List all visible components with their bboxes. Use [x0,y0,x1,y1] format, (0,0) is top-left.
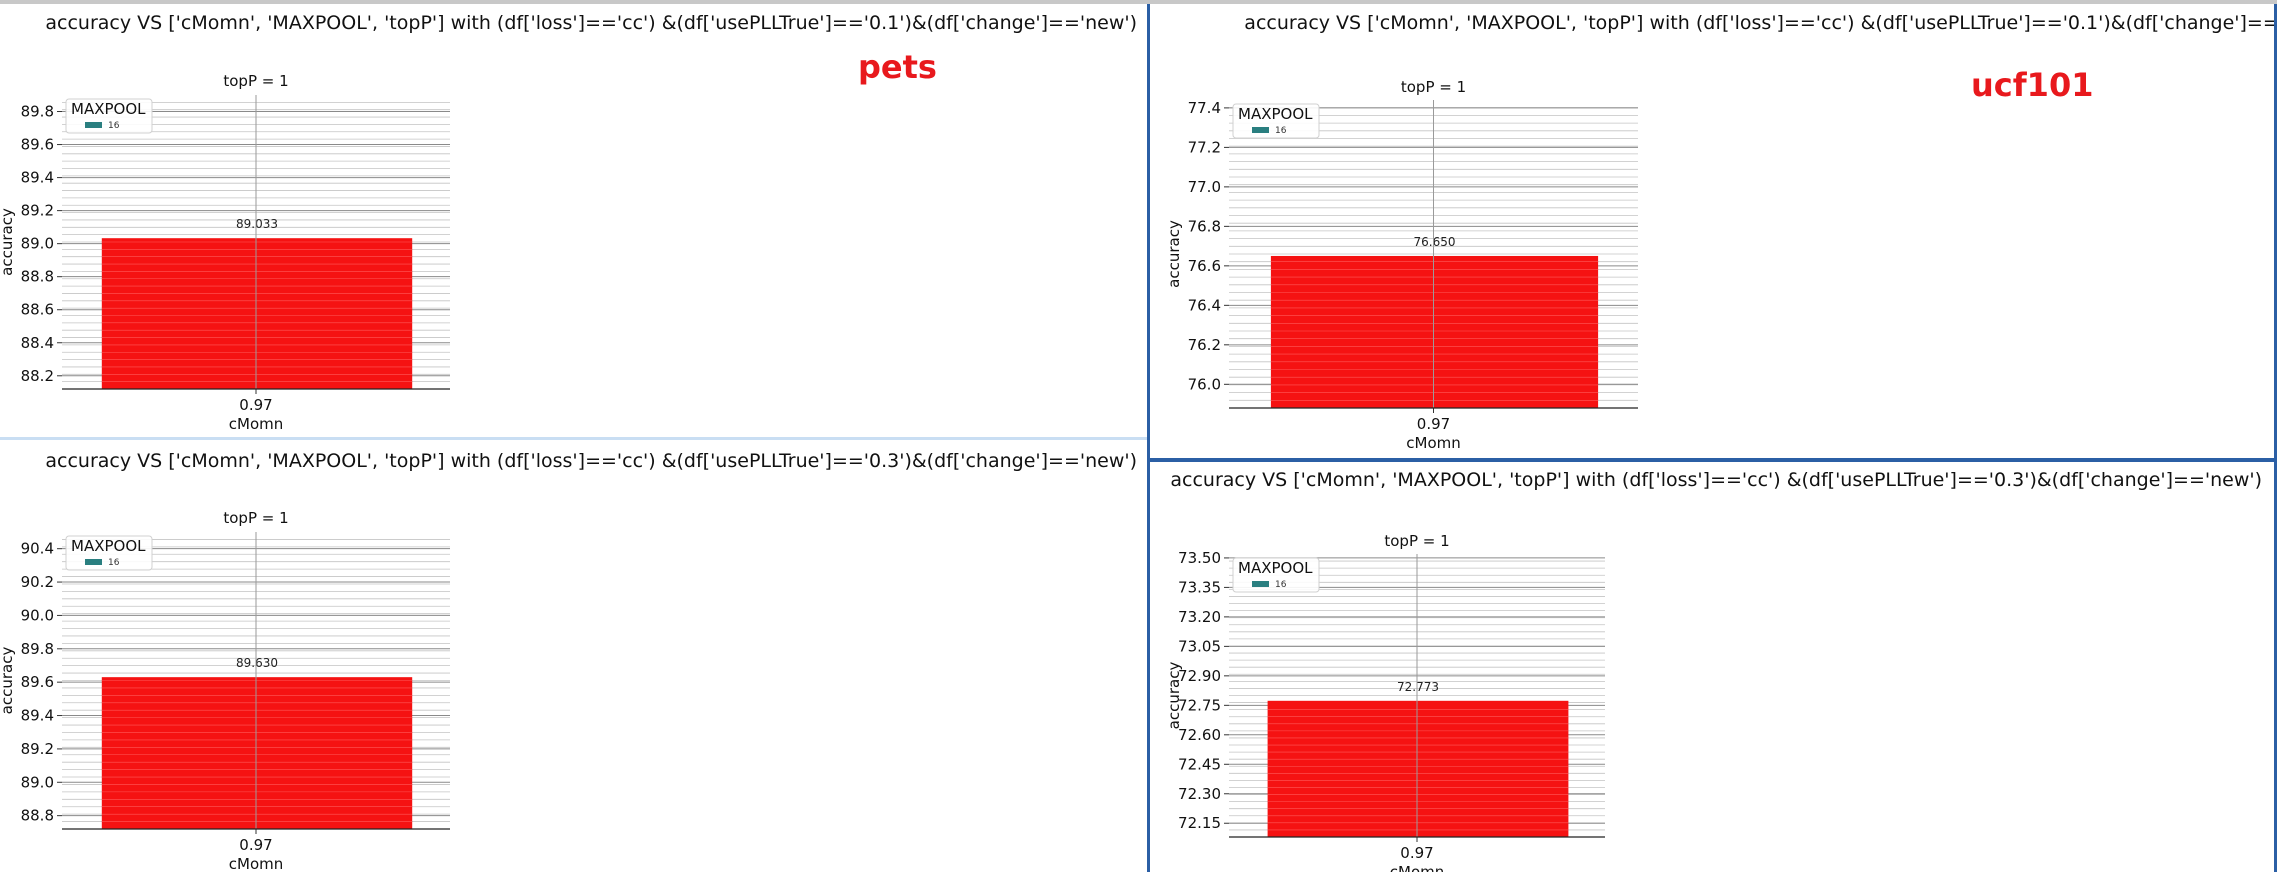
data-label: 76.650 [1414,235,1456,249]
y-tick-label: 76.0 [1188,375,1221,393]
y-tick-label: 76.6 [1188,257,1221,275]
x-axis-label: cMomn [1406,434,1461,452]
bar-chart: accuracy VS ['cMomn', 'MAXPOOL', 'topP']… [0,450,1137,872]
y-tick-label: 89.8 [21,103,54,121]
legend-swatch [1252,581,1269,587]
y-tick-label: 90.2 [21,573,54,591]
y-tick-label: 90.4 [21,540,54,558]
y-tick-label: 77.2 [1188,138,1221,156]
legend-title: MAXPOOL [1238,105,1313,123]
legend-title: MAXPOOL [71,537,146,555]
y-tick-label: 73.20 [1178,608,1221,626]
y-tick-label: 89.8 [21,640,54,658]
legend-swatch [1252,127,1269,133]
x-axis-label: cMomn [229,855,284,872]
bar [1267,700,1569,837]
chart-panel-ucf101-0.1: accuracy VS ['cMomn', 'MAXPOOL', 'topP']… [1147,4,2277,460]
x-axis-label: cMomn [229,415,284,433]
chart-suptitle: accuracy VS ['cMomn', 'MAXPOOL', 'topP']… [1244,12,2274,34]
y-tick-label: 89.2 [21,202,54,220]
chart-suptitle: accuracy VS ['cMomn', 'MAXPOOL', 'topP']… [45,450,1137,472]
y-axis-label: accuracy [0,208,16,276]
legend-title: MAXPOOL [1238,559,1313,577]
y-tick-label: 72.15 [1178,814,1221,832]
y-tick-label: 89.4 [21,169,54,187]
x-tick-label: 0.97 [1417,415,1450,433]
legend-swatch [85,559,102,565]
chart-panel-pets-0.3: accuracy VS ['cMomn', 'MAXPOOL', 'topP']… [0,442,1147,872]
legend-entry: 16 [108,558,120,568]
y-tick-label: 89.2 [21,740,54,758]
y-tick-label: 89.0 [21,773,54,791]
chart-panel-ucf101-0.3: accuracy VS ['cMomn', 'MAXPOOL', 'topP']… [1147,460,2277,872]
legend-entry: 16 [108,121,120,131]
y-axis-label: accuracy [0,647,16,715]
y-tick-label: 89.6 [21,136,54,154]
y-tick-label: 72.60 [1178,726,1221,744]
dataset-label: pets [858,48,937,86]
chart-suptitle: accuracy VS ['cMomn', 'MAXPOOL', 'topP']… [1170,469,2262,491]
y-tick-label: 90.0 [21,606,54,624]
x-tick-label: 0.97 [239,836,272,854]
legend-entry: 16 [1275,126,1287,136]
y-tick-label: 72.45 [1178,755,1221,773]
y-tick-label: 88.8 [21,268,54,286]
y-tick-label: 88.2 [21,367,54,385]
bar-chart: accuracy VS ['cMomn', 'MAXPOOL', 'topP']… [0,12,1137,433]
chart-title: topP = 1 [223,72,288,90]
y-tick-label: 76.8 [1188,217,1221,235]
bar-chart: accuracy VS ['cMomn', 'MAXPOOL', 'topP']… [1165,469,2262,872]
y-tick-label: 72.90 [1178,667,1221,685]
y-tick-label: 88.8 [21,807,54,825]
y-tick-label: 73.35 [1178,578,1221,596]
window-top-strip [0,0,2277,4]
y-tick-label: 88.4 [21,334,54,352]
data-label: 89.630 [236,656,278,670]
y-tick-label: 89.4 [21,707,54,725]
y-tick-label: 73.05 [1178,637,1221,655]
y-tick-label: 76.4 [1188,296,1221,314]
y-tick-label: 73.50 [1178,549,1221,567]
dataset-label: ucf101 [1971,66,2094,104]
legend-swatch [85,122,102,128]
y-axis-label: accuracy [1165,662,1183,730]
legend-title: MAXPOOL [71,100,146,118]
bar [101,238,413,389]
chart-title: topP = 1 [1401,78,1466,96]
data-label: 72.773 [1397,680,1439,694]
x-axis-label: cMomn [1390,863,1445,872]
y-tick-label: 77.4 [1188,99,1221,117]
bar [101,677,413,829]
chart-panel-pets-0.1: accuracy VS ['cMomn', 'MAXPOOL', 'topP']… [0,4,1147,440]
chart-title: topP = 1 [223,509,288,527]
chart-title: topP = 1 [1384,532,1449,550]
bar [1270,255,1599,408]
y-axis-label: accuracy [1165,220,1183,288]
y-tick-label: 72.75 [1178,696,1221,714]
x-tick-label: 0.97 [1400,844,1433,862]
legend-entry: 16 [1275,580,1287,590]
y-tick-label: 72.30 [1178,785,1221,803]
data-label: 89.033 [236,217,278,231]
bar-chart: accuracy VS ['cMomn', 'MAXPOOL', 'topP']… [1165,12,2274,452]
y-tick-label: 76.2 [1188,336,1221,354]
y-tick-label: 89.0 [21,235,54,253]
chart-suptitle: accuracy VS ['cMomn', 'MAXPOOL', 'topP']… [45,12,1137,34]
x-tick-label: 0.97 [239,396,272,414]
y-tick-label: 89.6 [21,673,54,691]
y-tick-label: 77.0 [1188,178,1221,196]
y-tick-label: 88.6 [21,301,54,319]
